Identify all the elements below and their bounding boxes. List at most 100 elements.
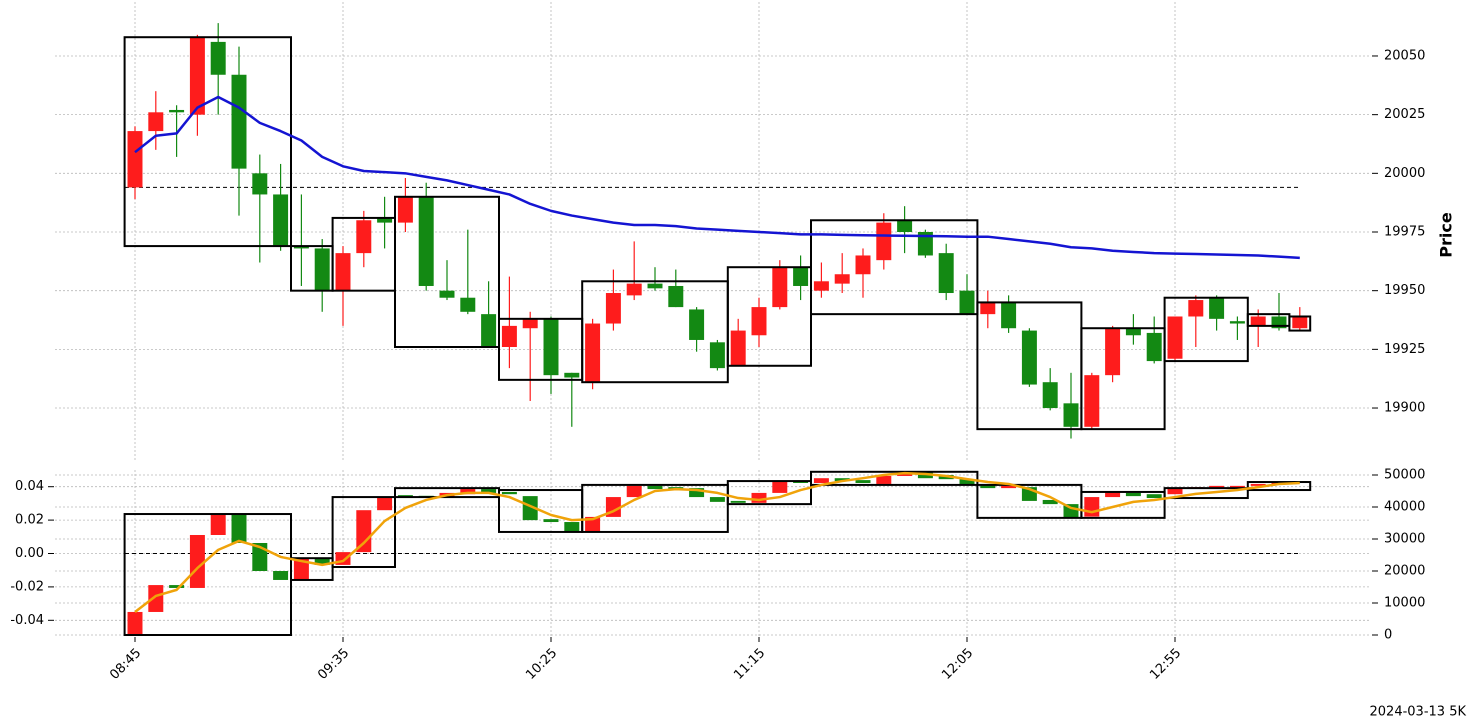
candle-body — [813, 281, 829, 291]
y-tick-label: 20025 — [1384, 107, 1425, 122]
y-tick-label: 0 — [1384, 627, 1392, 642]
candle-body — [1021, 330, 1037, 385]
candle-body — [522, 496, 538, 521]
candle-body — [210, 41, 226, 75]
y-tick-label: 10000 — [1384, 595, 1425, 610]
range-box — [123, 513, 292, 636]
candle-body — [460, 297, 476, 312]
candle-body — [1229, 485, 1245, 488]
candle-body — [169, 109, 185, 113]
x-tick-label: 09:35 — [315, 646, 352, 683]
candle-body — [1209, 485, 1225, 488]
candle-body — [772, 481, 788, 493]
candle-body — [252, 173, 268, 195]
y-tick-label: 19975 — [1384, 225, 1425, 240]
range-box — [810, 219, 979, 316]
candle-body — [980, 302, 996, 315]
candle-body — [231, 514, 247, 543]
range-box — [1080, 490, 1166, 519]
candle-body — [1042, 499, 1058, 505]
y-tick-label: 19950 — [1384, 283, 1425, 298]
candle-body — [481, 489, 497, 493]
candle-body — [1229, 321, 1245, 324]
y-tick-label: 19925 — [1384, 342, 1425, 357]
y-tick-label: 19900 — [1384, 401, 1425, 416]
line-series — [134, 471, 1300, 613]
candle-body — [959, 290, 975, 315]
y-tick-label: -0.02 — [10, 579, 44, 594]
candle-body — [397, 196, 413, 223]
candle-body — [626, 485, 642, 498]
range-box — [123, 36, 292, 248]
candle-body — [460, 489, 476, 495]
candle-body — [377, 497, 393, 511]
y-tick-label: -0.04 — [10, 613, 44, 628]
candle-body — [855, 255, 871, 275]
range-box — [331, 496, 397, 568]
candle-body — [709, 342, 725, 369]
candle-body — [1063, 403, 1079, 427]
y-tick-label: 0.04 — [15, 479, 44, 494]
x-tick-label: 11:15 — [731, 646, 768, 683]
candle-body — [273, 194, 289, 247]
x-tick-label: 10:25 — [523, 646, 560, 683]
y-tick-label: 0.02 — [15, 513, 44, 528]
candle-body — [626, 283, 642, 296]
candle-body — [377, 217, 393, 223]
y-tick-label: 20050 — [1384, 48, 1425, 63]
candle-body — [1188, 300, 1204, 317]
candle-body — [314, 558, 330, 565]
y-axis-label: Price — [1437, 212, 1456, 258]
range-box — [810, 470, 979, 486]
candle-body — [439, 290, 455, 298]
candle-body — [418, 196, 434, 286]
candle-body — [148, 585, 164, 612]
candle-body — [1084, 375, 1100, 427]
y-tick-label: 40000 — [1384, 499, 1425, 514]
candle-body — [501, 491, 517, 495]
candle-body — [689, 488, 705, 498]
y-tick-label: 50000 — [1384, 467, 1425, 482]
candle-body — [1084, 497, 1100, 517]
candle-body — [189, 534, 205, 588]
candle-body — [1105, 491, 1121, 498]
candle-body — [709, 497, 725, 502]
candle-body — [689, 309, 705, 340]
range-box — [581, 280, 729, 384]
candle-body — [751, 307, 767, 336]
range-box — [290, 557, 334, 581]
range-box — [1288, 315, 1312, 332]
candle-body — [751, 492, 767, 503]
candle-body — [1250, 483, 1266, 486]
candle-body — [356, 220, 372, 254]
line-series — [134, 95, 1300, 260]
range-box — [581, 483, 729, 533]
candle-body — [647, 283, 663, 289]
candle-body — [481, 314, 497, 347]
candle-body — [1209, 297, 1225, 319]
x-tick-label: 12:05 — [939, 646, 976, 683]
candle-body — [772, 267, 788, 308]
candle-body — [1292, 316, 1308, 329]
y-tick-label: 20000 — [1384, 166, 1425, 181]
range-box — [394, 195, 500, 348]
candle-body — [1250, 316, 1266, 326]
candle-body — [1042, 382, 1058, 409]
candle-body — [647, 485, 663, 490]
range-box — [1246, 481, 1312, 492]
candle-body — [1167, 488, 1183, 495]
candle-body — [980, 484, 996, 489]
candle-body — [585, 323, 601, 383]
candle-body — [210, 514, 226, 535]
footer-note: 2024-03-13 5K — [1370, 705, 1467, 720]
candle-body — [148, 112, 164, 132]
candle-body — [730, 500, 746, 503]
candle-body — [1167, 316, 1183, 359]
candle-body — [730, 330, 746, 366]
candle-body — [793, 267, 809, 286]
candle-body — [834, 274, 850, 284]
candle-body — [293, 558, 309, 579]
candle-body — [1146, 332, 1162, 362]
candle-body — [1125, 328, 1141, 336]
x-tick-label: 08:45 — [107, 646, 144, 683]
